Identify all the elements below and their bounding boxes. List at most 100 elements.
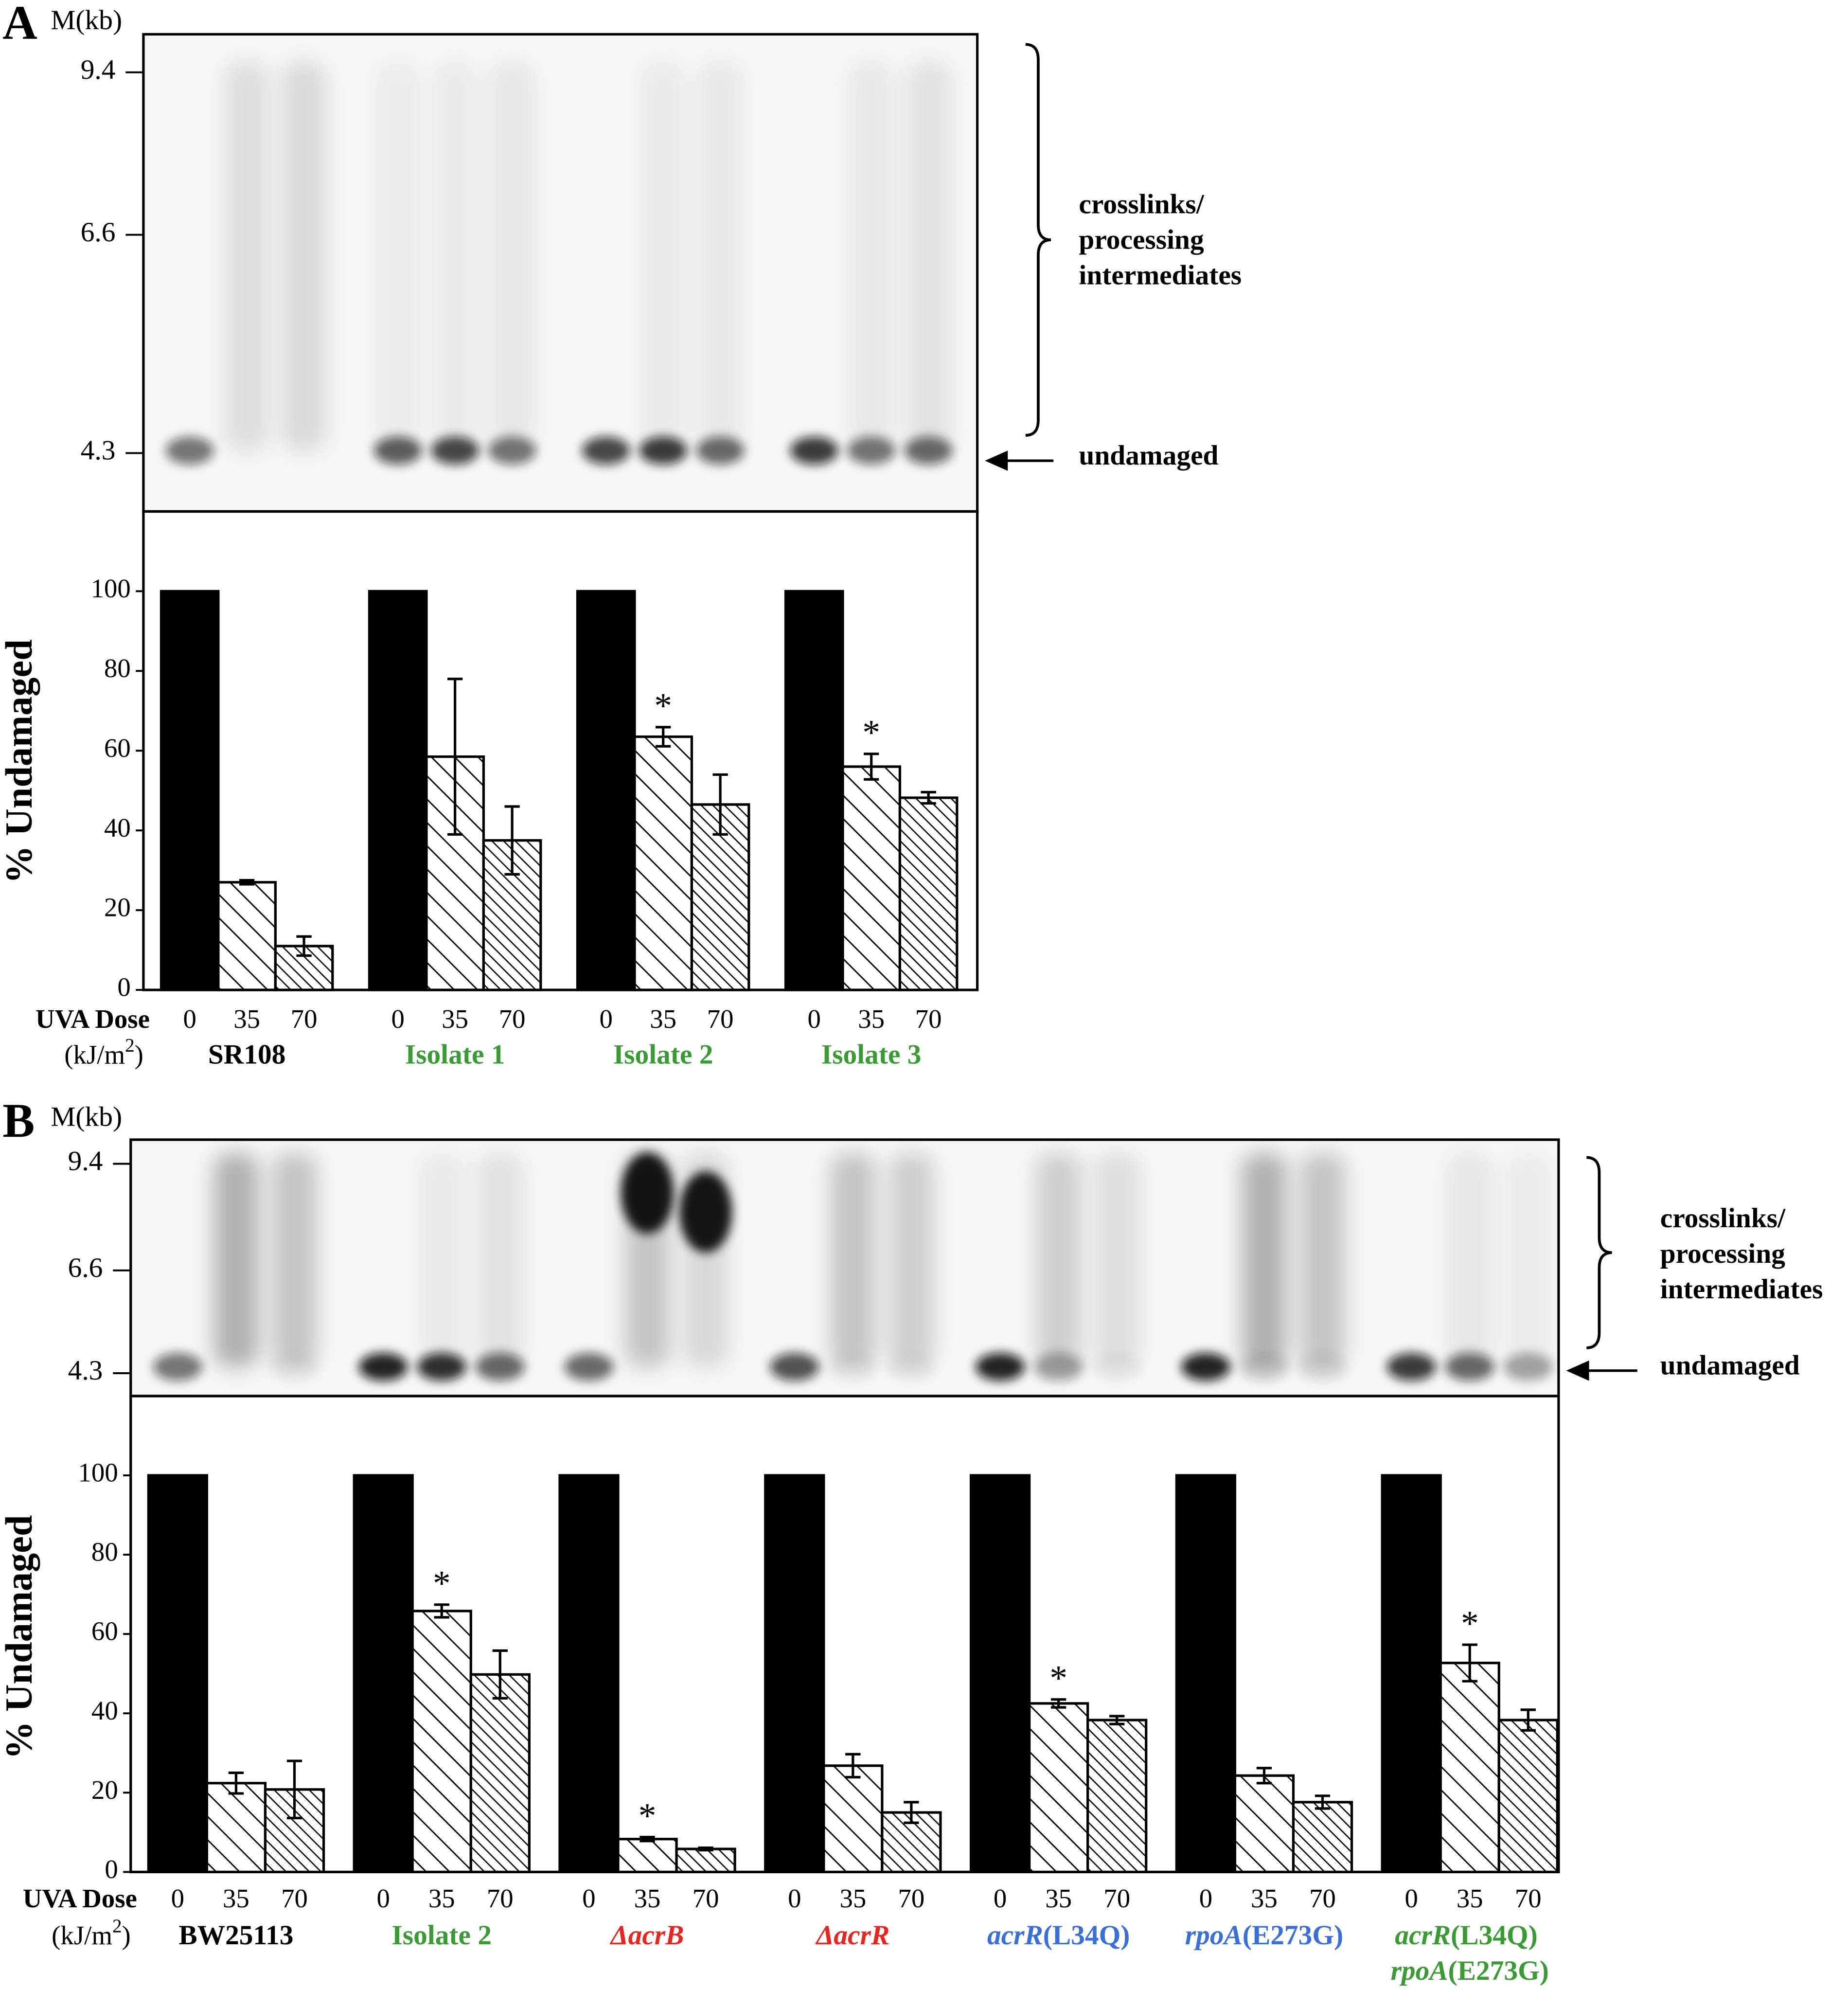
dose-label: 0 [994, 1883, 1007, 1913]
category-label: Isolate 2 [613, 1040, 713, 1070]
dose-label: 35 [223, 1883, 249, 1913]
bar [1086, 1719, 1148, 1873]
gel-band [1034, 1353, 1084, 1381]
y-tick-label: 40 [104, 813, 131, 843]
bar [576, 590, 636, 991]
bar [1292, 1801, 1353, 1873]
bracket-label: processing [1079, 225, 1204, 255]
y-axis-label: % Undamaged [0, 639, 40, 883]
panel-letter: B [2, 1094, 35, 1147]
bracket [1025, 43, 1051, 437]
category-label: BW25113 [178, 1920, 293, 1951]
bracket-label: crosslinks/ [1660, 1203, 1786, 1234]
gel-smear [376, 62, 420, 451]
gel-smear [698, 62, 742, 451]
dose-label: 0 [1199, 1883, 1212, 1913]
y-tick-label: 80 [104, 653, 131, 683]
gel-smear [1447, 1153, 1492, 1367]
dose-label: 70 [707, 1004, 734, 1034]
bracket-label: processing [1660, 1238, 1786, 1269]
y-tick-label: 100 [78, 1458, 118, 1488]
gel-band [417, 1353, 466, 1381]
gel-smear [889, 1153, 934, 1367]
panel-letter: A [2, 0, 37, 50]
significance-mark: * [433, 1563, 451, 1603]
bar [1497, 1719, 1559, 1873]
category-label: ΔacrB [610, 1920, 684, 1951]
bar [205, 1782, 267, 1873]
x-axis-label: UVA Dose [36, 1004, 150, 1034]
dose-label: 70 [1103, 1883, 1130, 1913]
gel-band [639, 436, 687, 465]
gel-band [165, 436, 214, 465]
x-axis-unit: (kJ/m2) [52, 1916, 131, 1950]
bar [160, 590, 220, 991]
bracket [1586, 1156, 1612, 1349]
y-tick-label: 60 [91, 1616, 118, 1646]
bar [633, 735, 693, 991]
gel-band [153, 1353, 202, 1381]
gel-band [770, 1353, 819, 1381]
unit-part: (kJ/m [64, 1040, 125, 1069]
dose-label: 70 [693, 1883, 719, 1913]
gel-band [976, 1353, 1025, 1381]
unit-part: ) [135, 1040, 143, 1069]
y-tick-label: 100 [91, 574, 131, 603]
category-label: acrR(L34Q) [987, 1920, 1130, 1951]
bar [841, 765, 902, 991]
bar [147, 1474, 209, 1873]
bar [822, 1764, 884, 1873]
y-tick-label: 20 [91, 1775, 118, 1805]
dose-label: 35 [1457, 1883, 1483, 1913]
gel-smear [419, 1153, 464, 1367]
dose-label: 0 [600, 1004, 613, 1034]
dose-label: 35 [650, 1004, 676, 1034]
gel-band [790, 436, 838, 465]
bar [469, 1673, 531, 1873]
gel-smear [906, 62, 950, 451]
bracket-label: crosslinks/ [1079, 189, 1204, 219]
category-label: acrR(L34Q) rpoA(E273G) [1391, 1920, 1549, 1986]
marker-label: 4.3 [68, 1355, 103, 1386]
gel-band [1092, 1353, 1142, 1381]
gel-band [431, 436, 479, 465]
gel-band [1181, 1353, 1230, 1381]
gel-smear [213, 1153, 259, 1367]
gel-band [582, 436, 630, 465]
gel-band [475, 1353, 525, 1381]
bar [411, 1610, 472, 1873]
gel-smear [1506, 1153, 1550, 1367]
significance-mark: * [654, 686, 672, 725]
gel-band [373, 436, 422, 465]
dose-label: 0 [1405, 1883, 1418, 1913]
dose-label: 0 [171, 1883, 184, 1913]
dose-label: 70 [1515, 1883, 1542, 1913]
unit-part: (kJ/m [52, 1920, 112, 1950]
dose-label: 70 [487, 1883, 514, 1913]
y-tick-label: 40 [91, 1696, 118, 1725]
gel-band [1240, 1353, 1289, 1381]
category-label: Isolate 3 [821, 1040, 922, 1070]
unit-part: 2 [112, 1916, 122, 1936]
marker-label: 9.4 [81, 54, 116, 85]
gel-bands [165, 62, 953, 465]
dose-label: 70 [499, 1004, 526, 1034]
bar [1381, 1474, 1442, 1873]
gel-band [696, 436, 745, 465]
dose-label: 35 [858, 1004, 885, 1034]
x-axis-label: UVA Dose [23, 1883, 137, 1913]
arrow-head [1566, 1360, 1589, 1381]
dose-label: 0 [376, 1883, 390, 1913]
arrow-label: undamaged [1079, 440, 1218, 471]
gel-band [679, 1171, 732, 1253]
bar [353, 1474, 414, 1873]
y-tick-label: 20 [104, 893, 131, 922]
dose-label: 70 [291, 1004, 318, 1034]
bar [764, 1474, 825, 1873]
bar [1233, 1774, 1295, 1873]
category-label: SR108 [208, 1040, 285, 1070]
dose-label: 35 [1251, 1883, 1278, 1913]
gel-smear [641, 62, 685, 451]
